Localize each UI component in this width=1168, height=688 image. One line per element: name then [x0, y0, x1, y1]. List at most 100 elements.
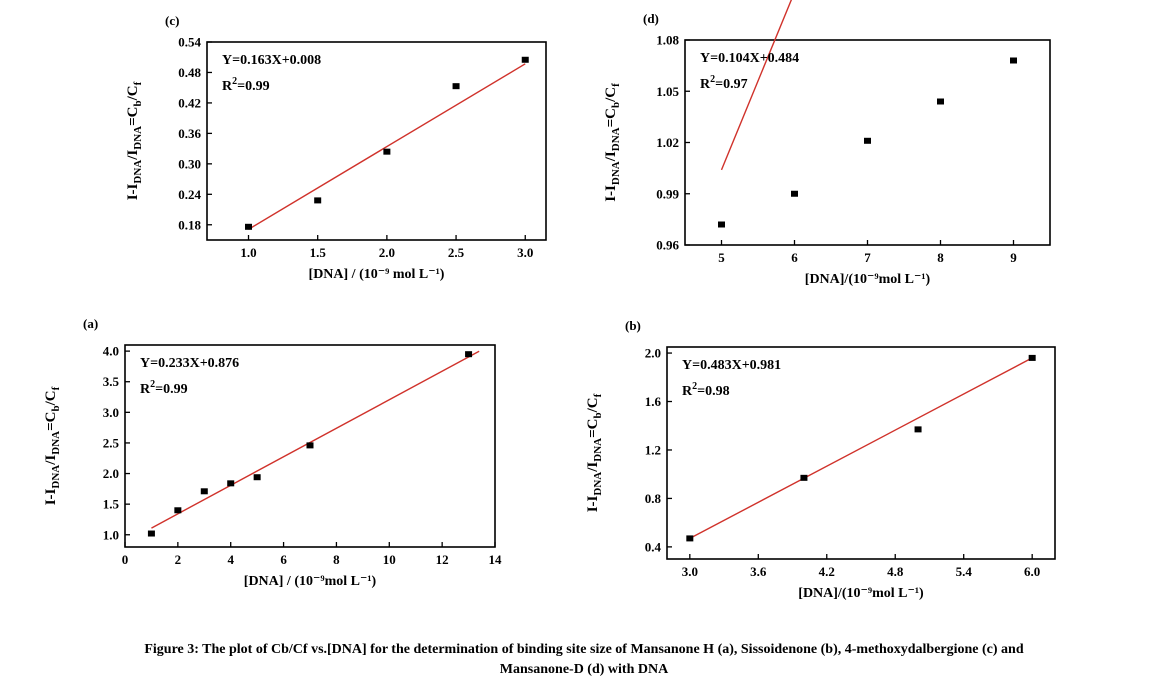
fit-line: [248, 63, 526, 230]
y-tick-label: 0.4: [645, 539, 662, 554]
data-point: [147, 530, 155, 537]
x-tick-label: 6: [791, 250, 798, 265]
x-axis-title: [DNA] / (10⁻⁹mol L⁻¹): [244, 574, 377, 589]
caption-line-2: Mansanone-D (d) with DNA: [499, 662, 669, 677]
fit-line: [689, 357, 1033, 540]
y-tick-label: 0.99: [656, 186, 679, 201]
y-tick-label: 1.08: [656, 33, 679, 48]
panel-label: (c): [165, 13, 179, 28]
y-tick-label: 2.0: [103, 466, 119, 481]
x-tick-label: 4: [227, 552, 234, 567]
data-point: [1010, 57, 1017, 64]
plot-frame: [666, 346, 1056, 560]
panel-label: (b): [625, 318, 641, 333]
data-point: [306, 442, 314, 449]
figure-caption: Figure 3: The plot of Cb/Cf vs.[DNA] for…: [20, 640, 1148, 680]
y-tick-label: 0.18: [178, 217, 201, 232]
y-tick-label: 0.8: [645, 491, 662, 506]
panel-label: (a): [83, 316, 98, 331]
x-tick-label: 12: [436, 552, 449, 567]
x-tick-label: 5: [718, 250, 725, 265]
y-tick-label: 3.0: [103, 405, 119, 420]
x-tick-label: 8: [333, 552, 340, 567]
y-tick-label: 2.0: [645, 346, 661, 361]
x-tick-label: 6: [280, 552, 287, 567]
plot-frame: [124, 344, 496, 548]
x-axis-title: [DNA]/(10⁻⁹mol L⁻¹): [805, 272, 931, 287]
data-point: [245, 223, 253, 230]
data-point: [686, 535, 694, 542]
panel-label: (d): [643, 11, 659, 26]
chart-panel-d: 5 6 7 8 9 0.96 0.99 1.02 1.05 1.08 (d) Y=0.104X+0.4…: [603, 0, 1051, 287]
x-tick-label: 14: [489, 552, 503, 567]
chart-panel-c: 1.0 1.5 2.0 2.5 3.0 0.18 0.24 0.30 0.36 0.42 0.48 0…: [125, 13, 547, 282]
y-tick-label: 0.42: [178, 95, 201, 110]
x-tick-label: 8: [937, 250, 944, 265]
y-tick-label: 1.02: [656, 135, 679, 150]
fit-line: [151, 350, 480, 529]
chart-panel-a: 0 2 4 6 8 10 12 14 1.0 1.5 2.0 2.5 3.0 3.5 4.0 (a) Y=0.2…: [43, 316, 502, 589]
r-squared: R2=0.99: [140, 379, 188, 397]
y-tick-label: 0.36: [178, 126, 201, 141]
x-tick-label: 2.0: [379, 245, 395, 260]
data-point: [937, 98, 944, 105]
y-tick-label: 3.5: [103, 374, 120, 389]
x-tick-label: 2: [175, 552, 182, 567]
x-tick-label: 10: [383, 552, 396, 567]
data-point: [718, 221, 725, 228]
data-point: [227, 480, 235, 487]
x-tick-label: 1.0: [240, 245, 256, 260]
data-point: [914, 426, 922, 433]
x-axis-title: [DNA] / (10⁻⁹ mol L⁻¹): [309, 267, 445, 282]
y-tick-label: 0.54: [178, 35, 201, 50]
x-tick-label: 4.2: [819, 564, 835, 579]
caption-line-1: Figure 3: The plot of Cb/Cf vs.[DNA] for…: [144, 642, 1024, 657]
data-point: [465, 351, 473, 358]
y-tick-label: 0.48: [178, 65, 201, 80]
x-axis-title: [DNA]/(10⁻⁹mol L⁻¹): [798, 586, 924, 601]
x-tick-label: 7: [864, 250, 871, 265]
data-point: [1028, 354, 1036, 361]
y-axis-title: I-IDNA/IDNA=Cb/Cf: [43, 386, 62, 505]
data-point: [383, 148, 391, 155]
fit-equation: Y=0.104X+0.484: [700, 51, 799, 66]
fit-equation: Y=0.163X+0.008: [222, 53, 321, 68]
y-axis-title: I-IDNA/IDNA=Cb/Cf: [585, 393, 604, 512]
data-point: [174, 507, 182, 514]
fit-equation: Y=0.483X+0.981: [682, 358, 781, 373]
y-tick-label: 1.0: [103, 527, 119, 542]
x-tick-label: 9: [1010, 250, 1017, 265]
r-squared: R2=0.98: [682, 381, 730, 399]
y-tick-label: 0.96: [656, 238, 679, 253]
x-tick-label: 0: [122, 552, 129, 567]
plot-frame: [206, 41, 547, 241]
y-tick-label: 4.0: [103, 344, 119, 359]
r-squared: R2=0.97: [700, 74, 748, 92]
y-axis-title: I-IDNA/IDNA=Cb/Cf: [125, 81, 144, 200]
x-tick-label: 2.5: [448, 245, 465, 260]
y-tick-label: 1.5: [103, 497, 120, 512]
x-tick-label: 5.4: [956, 564, 973, 579]
data-point: [200, 488, 208, 495]
x-tick-label: 4.8: [887, 564, 904, 579]
data-point: [521, 56, 529, 63]
y-tick-label: 1.05: [656, 84, 679, 99]
x-tick-label: 3.0: [517, 245, 533, 260]
y-tick-label: 2.5: [103, 435, 120, 450]
y-tick-label: 0.30: [178, 156, 201, 171]
y-tick-label: 1.2: [645, 442, 661, 457]
chart-panel-b: 3.0 3.6 4.2 4.8 5.4 6.0 0.4 0.8 1.2 1.6 2.0 (b) Y=0.…: [585, 318, 1056, 601]
x-tick-label: 1.5: [310, 245, 327, 260]
data-point: [800, 474, 808, 481]
data-point: [791, 190, 798, 197]
data-point: [452, 83, 460, 90]
y-tick-label: 0.24: [178, 187, 201, 202]
x-tick-label: 3.6: [750, 564, 767, 579]
data-point: [253, 474, 261, 481]
y-tick-label: 1.6: [645, 394, 662, 409]
y-axis-title: I-IDNA/IDNA=Cb/Cf: [603, 83, 622, 202]
x-tick-label: 6.0: [1024, 564, 1040, 579]
r-squared: R2=0.99: [222, 76, 270, 94]
x-tick-label: 3.0: [682, 564, 698, 579]
